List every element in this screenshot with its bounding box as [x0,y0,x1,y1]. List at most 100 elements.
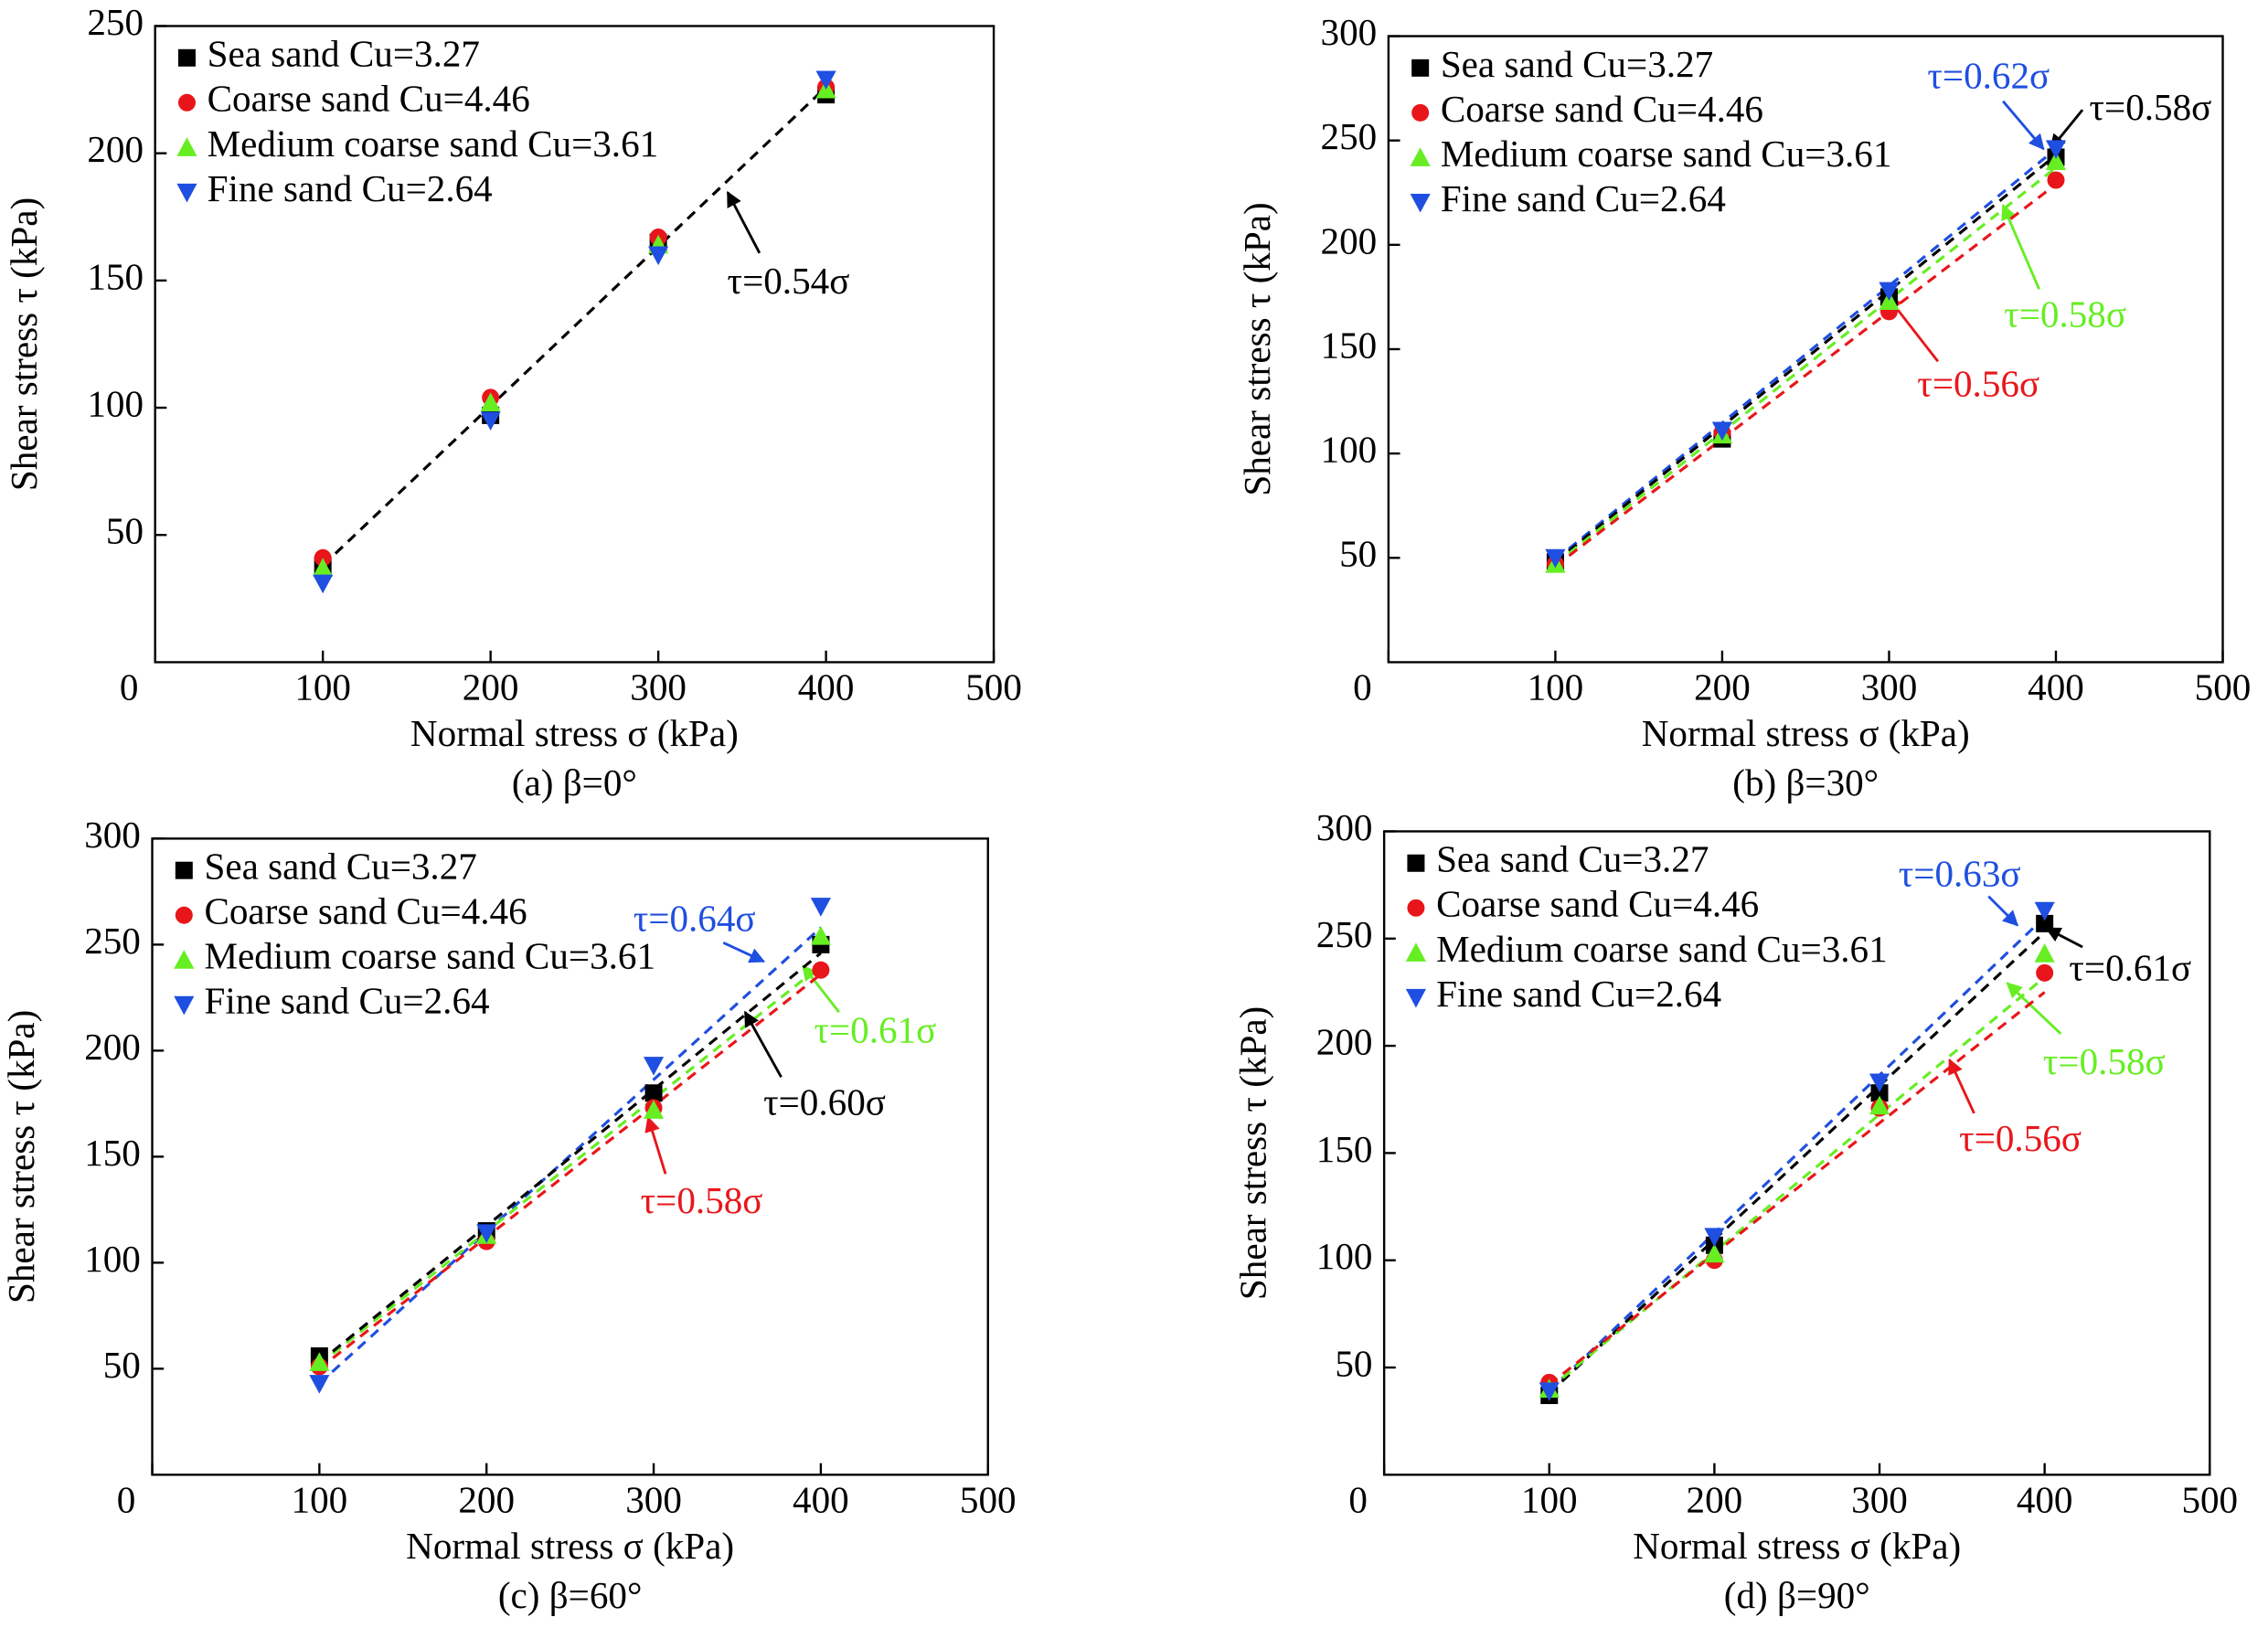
caption: (b) β=30° [1732,761,1879,804]
x-axis-label: Normal stress σ (kPa) [1633,1525,1961,1568]
x-tick-label: 200 [458,1478,515,1520]
legend-label: Medium coarse sand Cu=3.61 [208,122,659,165]
x-tick-label: 400 [2028,665,2084,708]
marker-triangle-down [1879,282,1900,302]
marker-triangle-down [643,1057,665,1076]
legend-marker [175,861,193,879]
marker-triangle-up [480,392,501,411]
y-tick-label: 300 [1316,806,1373,848]
x-tick-label: 100 [1521,1478,1578,1520]
marker-triangle-down [1545,548,1566,569]
annotation-arrow [743,1010,783,1079]
x-tick-label: 400 [798,665,855,708]
legend-label: Coarse sand Cu=4.46 [1436,883,1759,925]
y-tick-label: 250 [87,1,144,43]
x-tick-label: 500 [2181,1478,2238,1520]
x-tick-label: 500 [2195,665,2252,708]
legend-marker [175,906,193,924]
marker-triangle-down [648,246,669,266]
x-tick-label: 400 [2017,1478,2073,1520]
caption: (d) β=90° [1724,1574,1870,1617]
marker-triangle-down [815,70,836,90]
marker-triangle-down [1704,1228,1725,1247]
legend-label: Coarse sand Cu=4.46 [1441,88,1763,130]
marker-triangle-down [1711,421,1733,442]
plot-frame [1387,35,2224,664]
caption: (a) β=0° [512,761,637,804]
marker-triangle-up [2045,151,2067,171]
legend-marker [1407,854,1425,872]
x-tick-label: 500 [965,665,1022,708]
fit-line [318,952,822,1364]
annotation: τ=0.61σ [2069,946,2191,988]
y-tick-label: 50 [106,510,144,552]
x-tick-label: 300 [630,665,687,708]
fit-line [1548,991,2046,1387]
annotation-arrow [2001,204,2040,290]
annotation: τ=0.61σ [814,1008,936,1050]
legend-marker [1411,103,1430,122]
panel: 0 100 200 300 400 50050100150200250300Normal … [1231,806,2238,1617]
x-tick-label: 200 [1687,1478,1743,1520]
marker-triangle-down [810,898,831,917]
annotation: τ=0.56σ [1917,362,2039,404]
fit-line [1554,147,2057,561]
x-tick-label: 0 [1348,1478,1368,1520]
legend-marker [176,137,197,156]
x-tick-label: 300 [1861,665,1918,708]
marker-triangle-up [1869,1095,1890,1115]
fit-line [318,964,822,1366]
legend-marker [1411,59,1430,77]
legend-marker [1410,147,1431,166]
annotation: τ=0.60σ [763,1080,886,1123]
fit-line [318,926,822,1385]
marker-triangle-up [313,558,334,577]
y-tick-label: 100 [84,1238,141,1280]
annotation: τ=0.58σ [2090,86,2212,128]
marker-circle [314,548,332,567]
legend-label: Fine sand Cu=2.64 [208,167,493,209]
legend-label: Sea sand Cu=3.27 [1436,838,1709,880]
x-tick-label: 100 [294,665,351,708]
x-tick-label: 500 [960,1478,1017,1520]
legend-label: Medium coarse sand Cu=3.61 [1436,928,1888,970]
panel: 0 100 200 300 400 50050100150200250300Normal … [1236,11,2251,804]
y-axis-label: Shear stress τ (kPa) [1236,202,1279,495]
marker-square [644,1084,663,1102]
legend-label: Fine sand Cu=2.64 [1436,973,1721,1015]
x-tick-label: 100 [1528,665,1584,708]
legend-marker [174,950,195,969]
fit-line [318,973,822,1370]
y-tick-label: 200 [84,1026,141,1068]
y-tick-label: 50 [1335,1342,1372,1384]
legend-label: Fine sand Cu=2.64 [204,980,489,1022]
annotation: τ=0.56σ [1959,1117,2082,1159]
marker-square [1870,1084,1889,1102]
y-tick-label: 200 [87,128,144,170]
x-tick-label: 0 [117,1478,136,1520]
x-tick-label: 200 [463,665,519,708]
y-tick-label: 200 [1321,219,1378,261]
legend-label: Medium coarse sand Cu=3.61 [204,935,655,977]
annotation-arrow [1987,895,2019,927]
marker-triangle-down [309,1375,330,1394]
x-tick-label: 200 [1694,665,1751,708]
y-tick-label: 100 [87,382,144,424]
caption: (c) β=60° [498,1574,643,1617]
x-tick-label: 300 [625,1478,682,1520]
panel: 0 100 200 300 400 50050100150200250300Normal … [0,814,1017,1617]
marker-triangle-up [309,1352,330,1371]
panel: 0 100 200 300 400 500 50 100 150 200 250 Normal str… [3,1,1022,804]
marker-triangle-up [1704,1243,1725,1263]
fit-line [1548,931,2046,1395]
marker-triangle-up [2034,943,2055,963]
legend-marker [1407,899,1425,917]
y-tick-label: 150 [1316,1128,1373,1170]
x-tick-label: 400 [793,1478,849,1520]
y-axis-label: Shear stress τ (kPa) [1231,1006,1274,1300]
marker-triangle-up [810,926,831,945]
legend-label: Sea sand Cu=3.27 [208,33,480,75]
x-tick-label: 0 [120,665,139,708]
fit-line [322,86,827,567]
